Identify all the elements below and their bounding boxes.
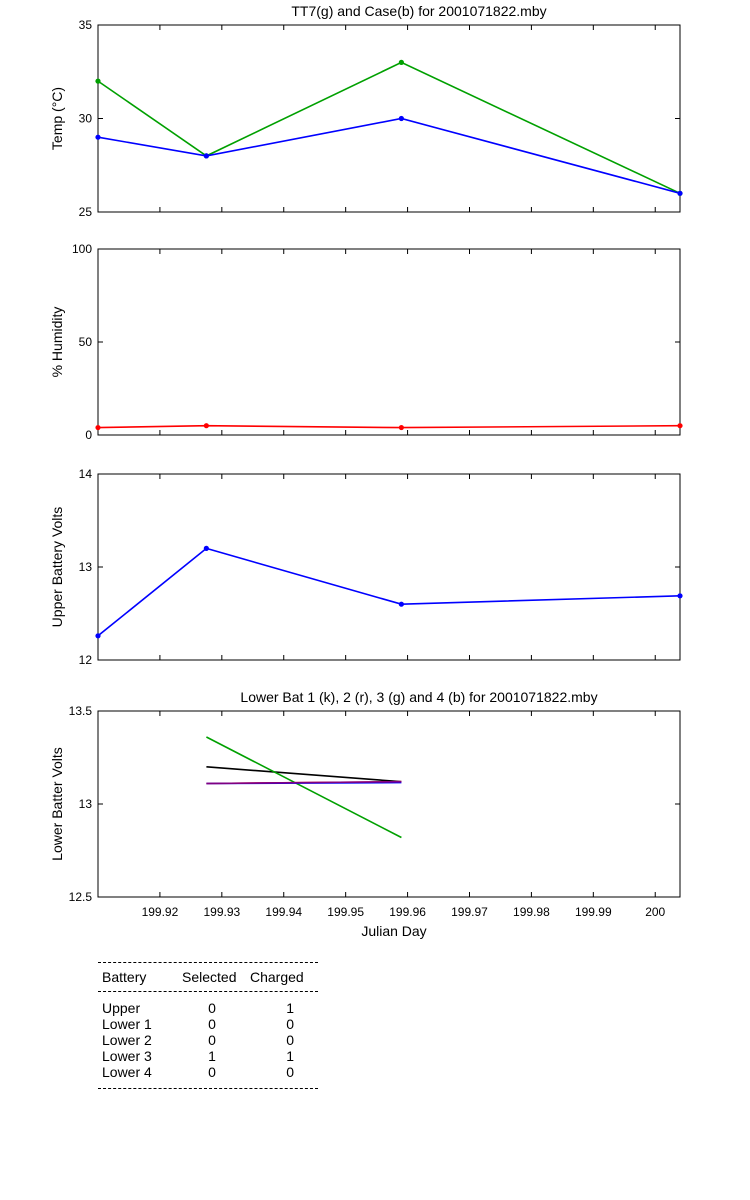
y-tick-label: 100 bbox=[72, 242, 92, 256]
row-battery-name: Lower 4 bbox=[102, 1064, 152, 1080]
chart-title: TT7(g) and Case(b) for 2001071822.mby bbox=[291, 3, 546, 19]
table-bottom-rule bbox=[98, 1088, 318, 1089]
y-tick-label: 13.5 bbox=[69, 704, 93, 718]
row-selected-value: 0 bbox=[208, 1000, 216, 1016]
data-point bbox=[398, 59, 404, 65]
charts-area: 25 30 35 TT7(g) and Case(b) for 2001071822.… bbox=[49, 3, 683, 939]
table-header-row: Battery Selected Charged bbox=[98, 963, 318, 991]
y-axis-label: Lower Batter Volts bbox=[49, 747, 65, 861]
table-row: Lower 4 0 0 bbox=[98, 1064, 318, 1080]
table-header-rule bbox=[98, 991, 318, 992]
row-selected-value: 0 bbox=[208, 1064, 216, 1080]
data-point bbox=[95, 424, 101, 431]
series-line bbox=[97, 61, 681, 195]
header-battery: Battery bbox=[102, 969, 147, 985]
data-point bbox=[398, 115, 404, 122]
series-line bbox=[206, 766, 402, 783]
row-battery-name: Lower 3 bbox=[102, 1048, 152, 1064]
row-battery-name: Lower 1 bbox=[102, 1016, 152, 1032]
data-point bbox=[203, 545, 209, 552]
data-point bbox=[203, 423, 209, 429]
y-tick-label: 25 bbox=[79, 205, 93, 219]
header-charged: Charged bbox=[250, 969, 304, 985]
row-charged-value: 0 bbox=[286, 1032, 294, 1048]
data-point bbox=[398, 424, 404, 431]
header-selected: Selected bbox=[182, 969, 237, 985]
table-row: Lower 3 1 1 bbox=[98, 1048, 318, 1064]
series-line bbox=[97, 117, 681, 195]
row-selected-value: 1 bbox=[208, 1048, 216, 1064]
data-point bbox=[95, 134, 101, 140]
table-top-rule bbox=[98, 962, 318, 963]
x-tick-label: 199.99 bbox=[575, 905, 612, 919]
x-tick-label: 199.97 bbox=[451, 905, 488, 919]
series-line bbox=[206, 736, 402, 839]
y-tick-label: 13 bbox=[79, 797, 93, 811]
row-charged-value: 0 bbox=[286, 1064, 294, 1080]
x-tick-label: 199.94 bbox=[265, 905, 302, 919]
y-axis-label: Temp (°C) bbox=[49, 87, 65, 150]
table-row: Lower 2 0 0 bbox=[98, 1032, 318, 1048]
y-tick-label: 14 bbox=[79, 467, 93, 481]
table-row: Upper 0 1 bbox=[98, 1000, 318, 1016]
y-tick-label: 0 bbox=[85, 428, 92, 442]
plot-frame bbox=[97, 710, 681, 898]
data-point bbox=[203, 153, 209, 159]
plot-frame bbox=[97, 248, 681, 436]
table-row: Lower 1 0 0 bbox=[98, 1016, 318, 1032]
x-tick-label: 199.95 bbox=[327, 905, 364, 919]
row-selected-value: 0 bbox=[208, 1032, 216, 1048]
x-tick-label: 199.96 bbox=[389, 905, 426, 919]
x-tick-label: 199.93 bbox=[203, 905, 240, 919]
data-point bbox=[398, 601, 404, 607]
y-tick-label: 13 bbox=[79, 560, 93, 574]
x-axis-label: Julian Day bbox=[361, 923, 426, 939]
row-battery-name: Lower 2 bbox=[102, 1032, 152, 1048]
y-tick-label: 35 bbox=[79, 18, 93, 32]
y-axis-label: Upper Battery Volts bbox=[49, 507, 65, 628]
x-tick-label: 200 bbox=[645, 905, 665, 919]
battery-status-table: Battery Selected Charged Upper 0 1 Lower… bbox=[98, 962, 318, 1089]
series-line bbox=[97, 424, 681, 429]
x-tick-label: 199.98 bbox=[513, 905, 550, 919]
plot-frame bbox=[97, 24, 681, 213]
y-tick-label: 50 bbox=[79, 335, 93, 349]
row-battery-name: Upper bbox=[102, 1000, 141, 1016]
data-point bbox=[677, 423, 683, 429]
data-point bbox=[95, 78, 101, 84]
series-line bbox=[206, 780, 402, 785]
data-point bbox=[677, 593, 683, 599]
y-tick-label: 12 bbox=[79, 653, 93, 667]
row-charged-value: 1 bbox=[286, 1048, 294, 1064]
y-tick-label: 12.5 bbox=[69, 890, 93, 904]
y-tick-label: 30 bbox=[79, 112, 93, 126]
data-point bbox=[95, 633, 101, 639]
row-selected-value: 0 bbox=[208, 1016, 216, 1032]
row-charged-value: 0 bbox=[286, 1016, 294, 1032]
y-axis-label: % Humidity bbox=[49, 307, 65, 378]
series-line bbox=[97, 547, 681, 637]
x-tick-label: 199.92 bbox=[142, 905, 179, 919]
chart-title: Lower Bat 1 (k), 2 (r), 3 (g) and 4 (b) … bbox=[240, 689, 597, 705]
row-charged-value: 1 bbox=[286, 1000, 294, 1016]
data-point bbox=[677, 190, 683, 196]
plot-frame bbox=[97, 473, 681, 661]
